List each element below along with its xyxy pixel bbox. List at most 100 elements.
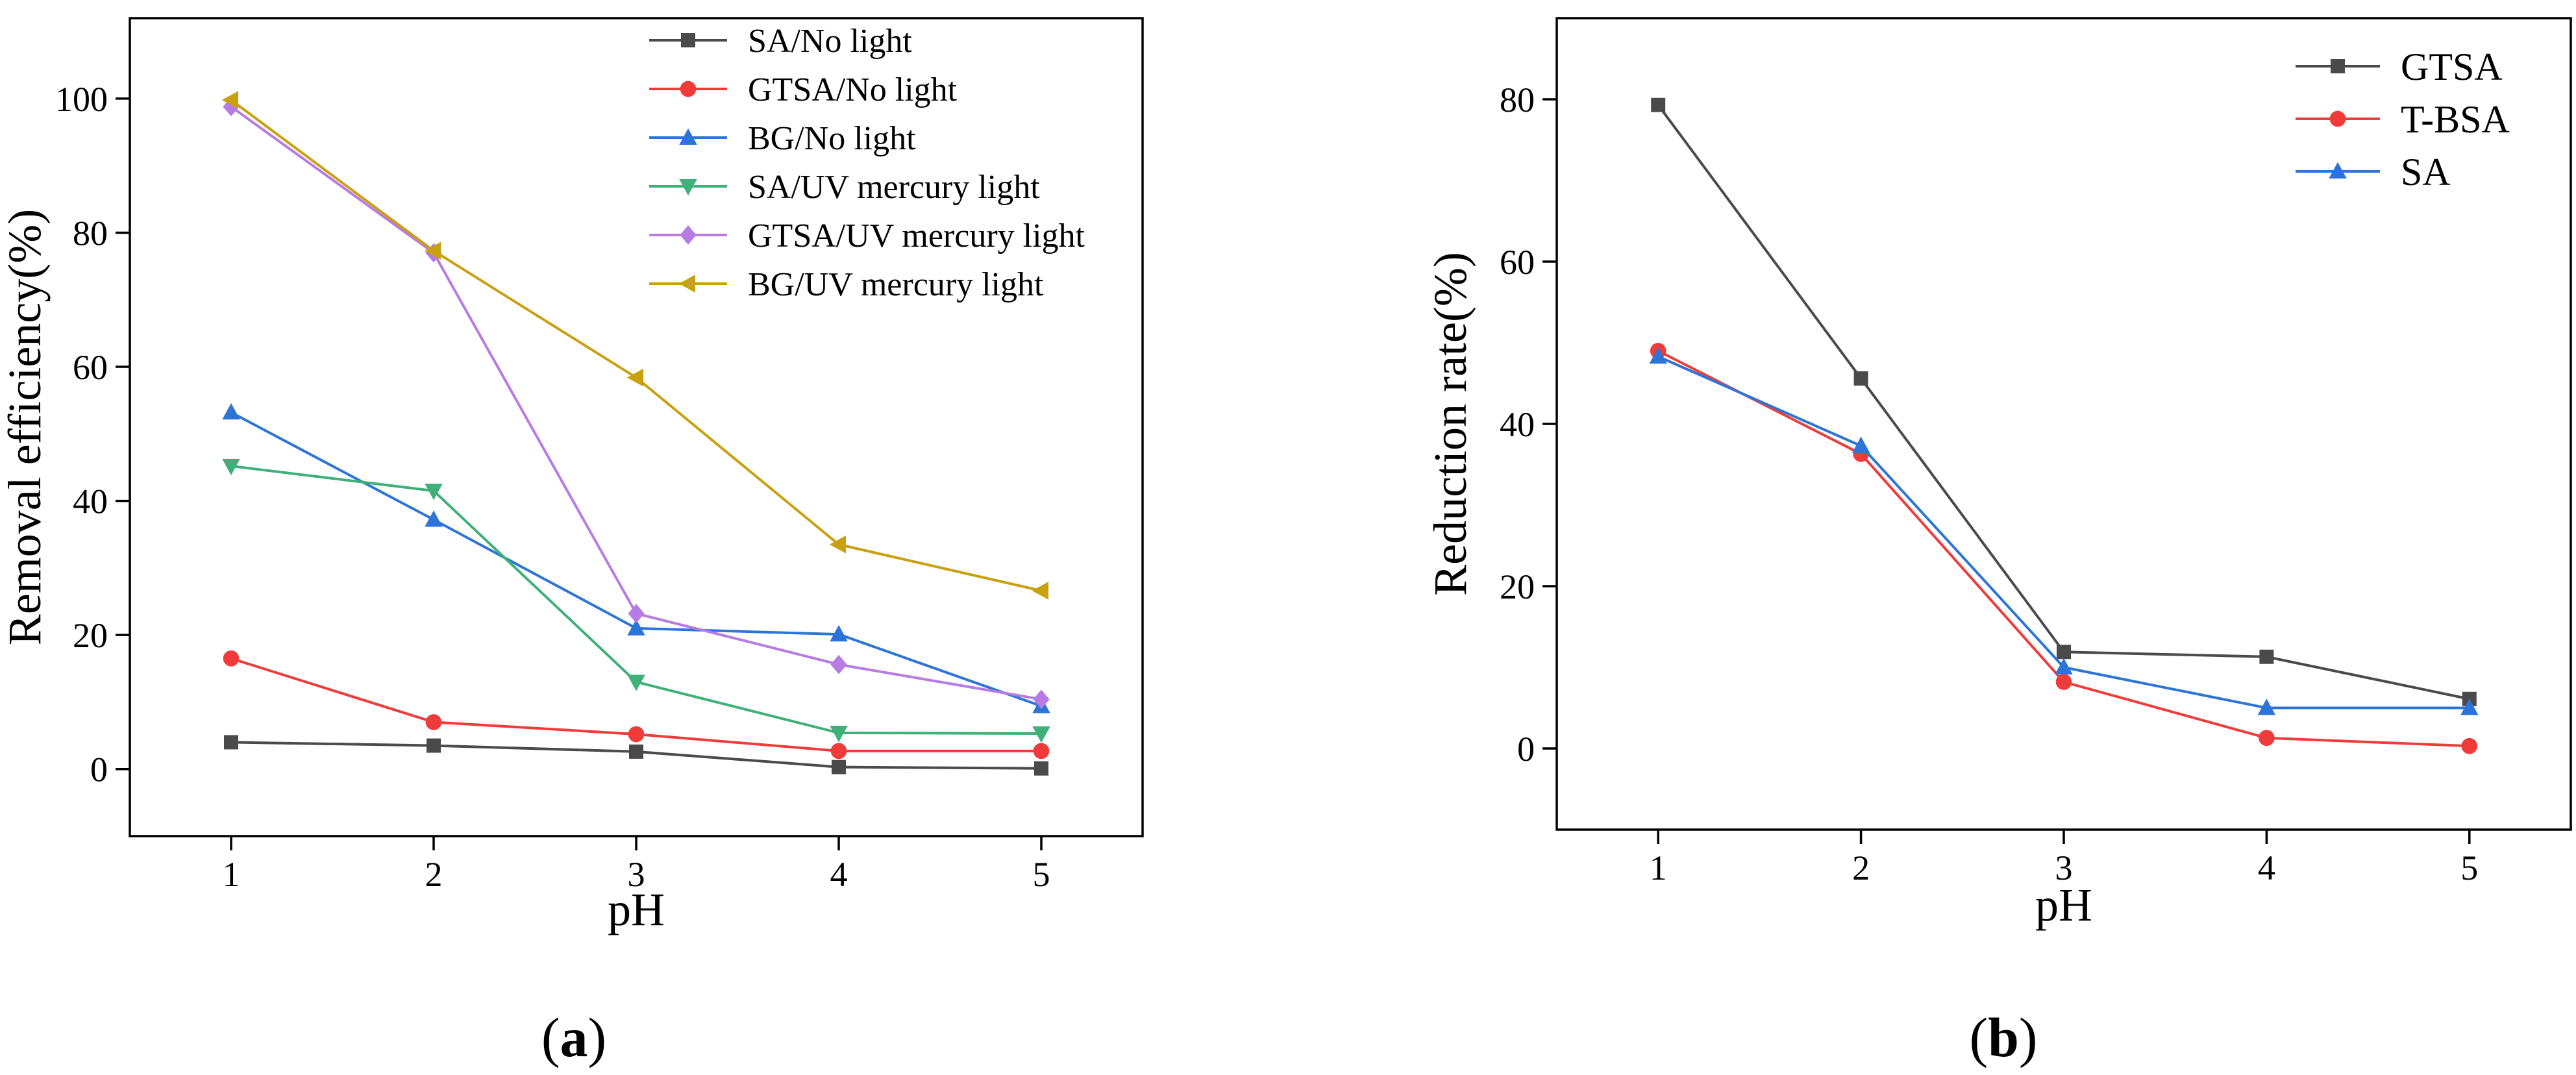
series-BG/UV mercury light (221, 91, 1048, 600)
data-point (830, 654, 847, 674)
data-point (2057, 645, 2071, 660)
data-point (424, 241, 441, 260)
data-point (830, 624, 848, 642)
data-point (830, 725, 848, 743)
legend-marker (680, 225, 697, 245)
data-point (2259, 730, 2275, 747)
data-point (830, 743, 847, 760)
x-tick-label: 4 (830, 855, 848, 894)
chart-a: 1 2 3 4 5 0 20 40 60 80 100 pH Removal efficiency(%)… (0, 17, 1144, 935)
legend-marker (678, 275, 695, 293)
y-tick-label: 0 (1517, 730, 1535, 769)
y-tick-label: 80 (1500, 80, 1535, 119)
series-line (230, 411, 1042, 708)
data-point (222, 402, 240, 420)
data-point (832, 760, 846, 774)
data-point (427, 738, 441, 753)
data-point (2055, 674, 2072, 690)
data-point (222, 458, 240, 476)
data-point (829, 535, 846, 554)
x-tick-label: 1 (223, 855, 240, 894)
data-point (628, 604, 645, 623)
legend-marker (680, 80, 697, 97)
legend-marker (2331, 59, 2345, 73)
legend-label: BG/UV mercury light (748, 266, 1044, 303)
legend-entry: GTSA/No light (649, 71, 958, 108)
data-point (2461, 737, 2478, 754)
data-point (223, 97, 240, 117)
y-axis-label: Removal efficiency(%) (0, 209, 51, 645)
x-axis-label: pH (608, 883, 665, 935)
series-line (230, 464, 1042, 735)
y-tick-label: 40 (73, 482, 108, 521)
legend-entry: SA (2296, 151, 2451, 193)
legend-entry: T-BSA (2296, 98, 2510, 141)
legend-entry: BG/No light (649, 120, 916, 157)
data-point (2259, 649, 2274, 664)
series-SA/UV mercury light (222, 458, 1050, 743)
data-point (223, 650, 240, 667)
x-tick-label: 2 (1852, 848, 1870, 887)
legend-marker (679, 128, 697, 145)
y-tick-label: 20 (73, 616, 108, 655)
data-point (1033, 743, 1050, 760)
series-SA (1649, 347, 2479, 715)
y-tick-label: 60 (1500, 243, 1535, 282)
data-point (1651, 97, 1666, 112)
legend-label: T-BSA (2401, 98, 2510, 141)
x-tick-label: 3 (2055, 848, 2073, 887)
series-GTSA (1651, 97, 2477, 706)
legend-entry: SA/No light (649, 23, 912, 60)
data-point (2460, 698, 2479, 715)
data-point (425, 714, 442, 730)
series-BG/No light (222, 402, 1050, 713)
data-point (627, 619, 645, 636)
x-tick-label: 5 (1033, 855, 1050, 894)
data-point (629, 744, 643, 759)
data-point (1649, 347, 1667, 364)
data-point (1852, 436, 1870, 453)
data-point (425, 484, 443, 500)
data-point (1033, 689, 1050, 710)
y-tick-label: 80 (73, 214, 108, 253)
x-axis-label: pH (2035, 879, 2092, 931)
data-point (224, 735, 238, 750)
legend-label: SA/No light (748, 23, 912, 60)
legend-label: GTSA/No light (748, 71, 958, 108)
x-tick-label: 2 (425, 855, 443, 894)
data-point (2055, 658, 2073, 674)
legend-entry: GTSA (2296, 45, 2503, 88)
legend-marker (2329, 110, 2346, 127)
data-point (425, 510, 443, 527)
series-GTSA/No light (223, 650, 1050, 760)
x-tick-label: 5 (2460, 848, 2478, 887)
y-tick-label: 100 (55, 80, 108, 119)
panel-b-caption: (b) (1969, 1006, 2038, 1069)
legend-entry: GTSA/UV mercury light (649, 217, 1085, 254)
data-point (1853, 371, 1868, 386)
legend-label: BG/No light (748, 120, 916, 157)
chart-b: 1 2 3 4 5 0 20 40 60 80 pH Reduction rate(%) GTSA T-B… (1424, 17, 2572, 931)
x-tick-label: 1 (1650, 848, 1667, 887)
series-T-BSA (1650, 343, 2478, 754)
data-point (1032, 582, 1048, 600)
series-SA/No light (224, 735, 1048, 776)
data-point (626, 368, 643, 387)
x-tick-label: 4 (2258, 848, 2275, 887)
legend-marker (681, 33, 695, 47)
legend-label: GTSA (2401, 45, 2503, 88)
legend-marker (2329, 162, 2347, 179)
data-point (1032, 726, 1050, 743)
legend-label: SA (2401, 151, 2451, 193)
y-tick-label: 60 (73, 348, 108, 387)
series-line (1657, 104, 2470, 700)
legend-entry: SA/UV mercury light (649, 169, 1040, 206)
y-tick-label: 0 (90, 750, 108, 789)
data-point (628, 726, 645, 743)
legend-entry: BG/UV mercury light (649, 266, 1044, 303)
y-tick-label: 20 (1500, 567, 1535, 606)
data-point (1034, 761, 1048, 776)
data-point (627, 674, 645, 691)
y-tick-label: 40 (1500, 405, 1535, 444)
